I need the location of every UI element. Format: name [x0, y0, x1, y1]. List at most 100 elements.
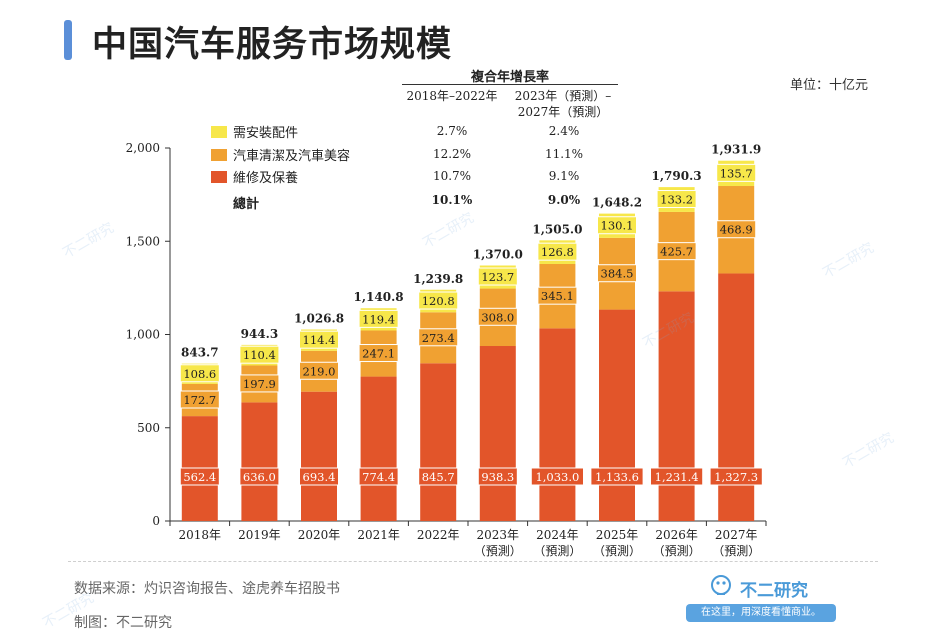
bar-segment — [420, 363, 457, 521]
data-label-box — [358, 309, 399, 328]
data-label-box — [418, 291, 459, 310]
data-label-box — [179, 364, 220, 383]
data-label: 308.0 — [481, 310, 514, 324]
x-tick-label: 2027年 — [715, 528, 758, 542]
cagr-divider — [402, 84, 618, 85]
x-tick-sublabel: （預測） — [653, 544, 701, 558]
data-label-box — [299, 361, 339, 380]
data-label: 120.8 — [422, 294, 455, 308]
brand-name: 不二研究 — [740, 581, 808, 601]
data-label: 126.8 — [541, 245, 574, 259]
data-label-box — [477, 307, 518, 326]
data-label: 938.3 — [481, 470, 514, 484]
data-label-box — [418, 328, 459, 347]
x-tick-label: 2022年 — [417, 528, 460, 542]
bar-segment — [241, 402, 278, 521]
x-tick-label: 2023年 — [477, 528, 520, 542]
legend-swatch-cleaning — [211, 149, 227, 161]
data-label: 1,133.6 — [595, 470, 639, 484]
data-label: 425.7 — [660, 245, 693, 259]
bar-segment — [539, 328, 576, 521]
data-label: 1,231.4 — [655, 470, 699, 484]
cagr-cleaning-1: 12.2% — [432, 147, 472, 161]
data-label: 693.4 — [303, 470, 336, 484]
y-tick-label: 2,000 — [126, 141, 160, 155]
data-label: 1,033.0 — [535, 470, 579, 484]
bar-segment — [360, 376, 397, 521]
legend-label-accessories: 需安裝配件 — [233, 126, 299, 141]
data-label-box — [239, 374, 280, 393]
y-tick-label: 1,500 — [126, 234, 160, 248]
cagr-total-2: 9.0% — [547, 193, 581, 207]
maker-note: 制图：不二研究 — [74, 615, 172, 631]
total-label: 1,140.8 — [354, 290, 404, 304]
brand-tagline: 在这里，用深度看懂商业。 — [686, 604, 836, 622]
data-label: 110.4 — [243, 348, 276, 362]
total-label: 1,790.3 — [652, 169, 702, 183]
data-label: 468.9 — [720, 223, 753, 237]
data-label: 384.5 — [601, 267, 634, 281]
legend-label-cleaning: 汽車清潔及汽車美容 — [233, 149, 351, 164]
data-label: 108.6 — [183, 367, 216, 381]
x-tick-label: 2026年 — [655, 528, 698, 542]
y-tick-label: 1,000 — [126, 328, 160, 342]
data-label-box — [709, 467, 763, 486]
data-label: 345.1 — [541, 289, 574, 303]
cagr-col2-heading: 2023年（預測）– 2027年（預測） — [514, 89, 612, 119]
x-tick-label: 2020年 — [298, 528, 341, 542]
total-label: 1,648.2 — [592, 196, 642, 210]
data-label-box — [477, 467, 518, 486]
data-label: 562.4 — [183, 470, 216, 484]
x-tick-label: 2025年 — [596, 528, 639, 542]
cagr-accessories-1: 2.7% — [436, 124, 468, 138]
data-label-box — [358, 467, 399, 486]
data-label-box — [418, 467, 459, 486]
data-label: 1,327.3 — [714, 470, 758, 484]
data-label-box — [239, 467, 280, 486]
page-title: 中国汽车服务市场规模 — [92, 25, 453, 65]
data-label-box — [477, 267, 518, 286]
data-label: 119.4 — [362, 312, 395, 326]
data-label-box — [179, 467, 220, 486]
data-label-box — [239, 345, 280, 364]
data-label: 273.4 — [422, 331, 455, 345]
total-label: 1,239.8 — [413, 272, 463, 286]
total-label: 944.3 — [241, 327, 279, 341]
data-label: 219.0 — [303, 364, 336, 378]
total-label: 1,505.0 — [532, 222, 582, 236]
data-label-box — [537, 242, 578, 261]
data-label-box — [597, 216, 637, 235]
data-label: 774.4 — [362, 470, 395, 484]
x-tick-sublabel: （預測） — [593, 544, 641, 558]
unit-label: 单位：十亿元 — [790, 78, 869, 93]
total-label: 1,931.9 — [711, 143, 761, 157]
data-label: 130.1 — [601, 219, 634, 233]
data-label-box — [597, 264, 637, 283]
data-label: 123.7 — [481, 270, 514, 284]
total-label: 843.7 — [181, 346, 219, 360]
data-label-box — [656, 190, 697, 209]
data-label-box — [716, 220, 757, 239]
cagr-repair-2: 9.1% — [548, 169, 580, 183]
title-accent-bar — [64, 20, 72, 60]
cagr-repair-1: 10.7% — [432, 169, 472, 183]
cagr-total-1: 10.1% — [431, 193, 473, 207]
data-label-box — [656, 242, 697, 261]
data-label-box — [299, 330, 339, 349]
legend-swatch-accessories — [211, 126, 227, 138]
total-label: 1,370.0 — [473, 247, 523, 261]
data-label: 197.9 — [243, 377, 276, 391]
data-label-box — [179, 390, 220, 409]
x-tick-sublabel: （預測） — [712, 544, 760, 558]
data-label: 135.7 — [720, 166, 753, 180]
data-label: 845.7 — [422, 470, 455, 484]
x-tick-label: 2021年 — [357, 528, 400, 542]
y-tick-label: 500 — [137, 421, 160, 435]
source-note: 数据来源：灼识咨询报告、途虎养车招股书 — [74, 581, 340, 597]
data-label-box — [716, 163, 757, 182]
legend-label-repair: 維修及保養 — [233, 171, 299, 186]
footer-divider — [68, 561, 878, 562]
data-label-box — [299, 467, 339, 486]
x-tick-label: 2024年 — [536, 528, 579, 542]
data-label: 172.7 — [183, 393, 216, 407]
